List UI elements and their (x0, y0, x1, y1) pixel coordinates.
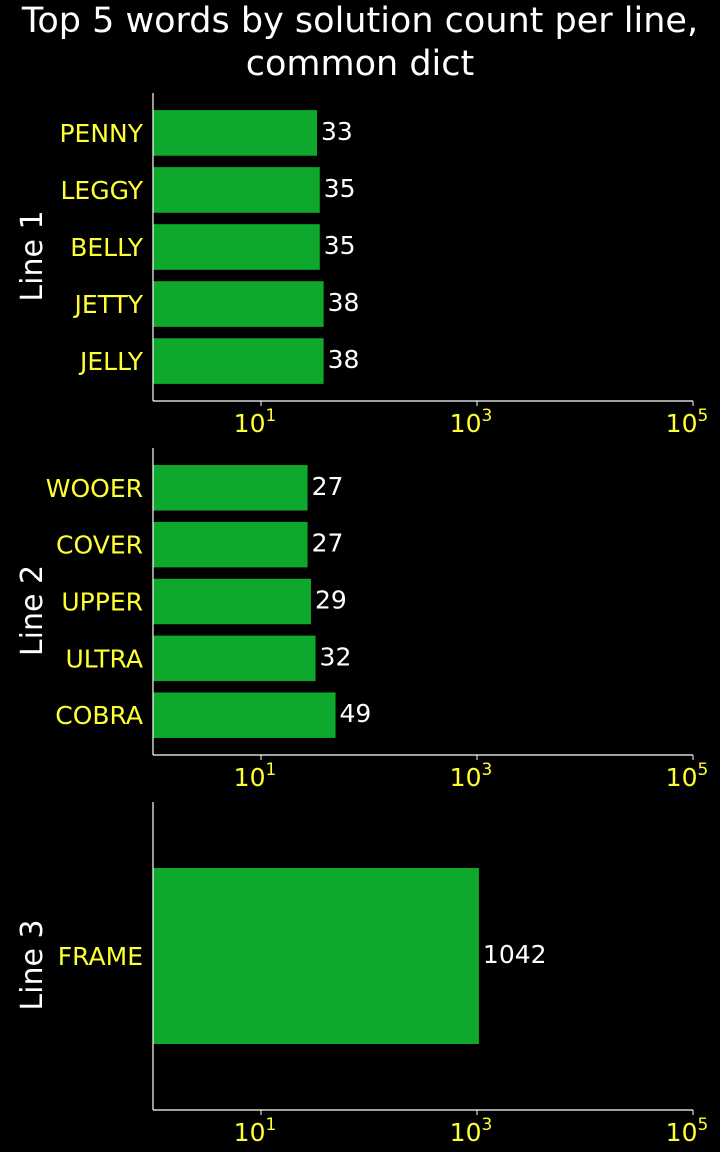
category-label-penny: PENNY (59, 119, 143, 148)
category-label-upper: UPPER (61, 588, 143, 617)
category-label-frame: FRAME (58, 942, 143, 971)
x-tick-label: 101 (234, 406, 277, 438)
category-label-belly: BELLY (70, 233, 143, 262)
bar-jelly (153, 338, 324, 384)
category-label-leggy: LEGGY (61, 176, 144, 205)
x-tick-label: 105 (666, 1115, 709, 1147)
value-label-penny: 33 (321, 117, 353, 146)
x-tick-label: 105 (666, 406, 709, 438)
value-label-upper: 29 (315, 586, 347, 615)
bar-ultra (153, 635, 316, 682)
bar-cover (153, 521, 308, 568)
category-label-jetty: JETTY (72, 290, 143, 319)
value-label-cobra: 49 (340, 699, 372, 728)
bar-jetty (153, 281, 324, 327)
value-label-jetty: 38 (328, 288, 360, 317)
category-label-jelly: JELLY (78, 347, 144, 376)
bar-penny (153, 110, 317, 156)
panel-line-1: PENNY 33 LEGGY 35 BELLY 35 JETTY 38 JELLY 38 101 10… (15, 93, 708, 438)
bar-cobra (153, 692, 336, 738)
bar-upper (153, 578, 311, 625)
y-axis-label: Line 3 (15, 919, 50, 1010)
x-tick-label: 103 (450, 760, 493, 792)
x-tick-label: 101 (234, 1115, 277, 1147)
category-label-cobra: COBRA (55, 701, 143, 730)
category-label-ultra: ULTRA (65, 644, 143, 673)
y-axis-label: Line 1 (15, 210, 50, 301)
value-label-frame: 1042 (483, 940, 547, 969)
category-label-cover: COVER (56, 531, 143, 560)
value-label-jelly: 38 (328, 345, 360, 374)
x-tick-label: 103 (450, 1115, 493, 1147)
x-tick-label: 105 (666, 760, 709, 792)
panel-line-2: WOOER 27 COVER 27 UPPER 29 ULTRA 32 COBRA 49 101 10… (15, 448, 708, 792)
value-label-wooer: 27 (312, 472, 344, 501)
bar-belly (153, 224, 320, 270)
category-label-wooer: WOOER (46, 474, 143, 503)
panel-line-3: FRAME 1042 101 103 105 Line 3 (15, 802, 708, 1147)
value-label-cover: 27 (312, 529, 344, 558)
chart-title-line-2: common dict (246, 44, 474, 84)
value-label-ultra: 32 (320, 642, 352, 671)
bar-leggy (153, 167, 320, 213)
value-label-belly: 35 (324, 231, 356, 260)
x-tick-label: 103 (450, 406, 493, 438)
value-label-leggy: 35 (324, 174, 356, 203)
chart-title-line-1: Top 5 words by solution count per line, (21, 1, 698, 41)
bar-wooer (153, 465, 308, 511)
panels-group: PENNY 33 LEGGY 35 BELLY 35 JETTY 38 JELLY 38 101 10… (15, 93, 708, 1147)
bar-frame (153, 868, 479, 1044)
y-axis-label: Line 2 (15, 565, 50, 656)
x-tick-label: 101 (234, 760, 277, 792)
